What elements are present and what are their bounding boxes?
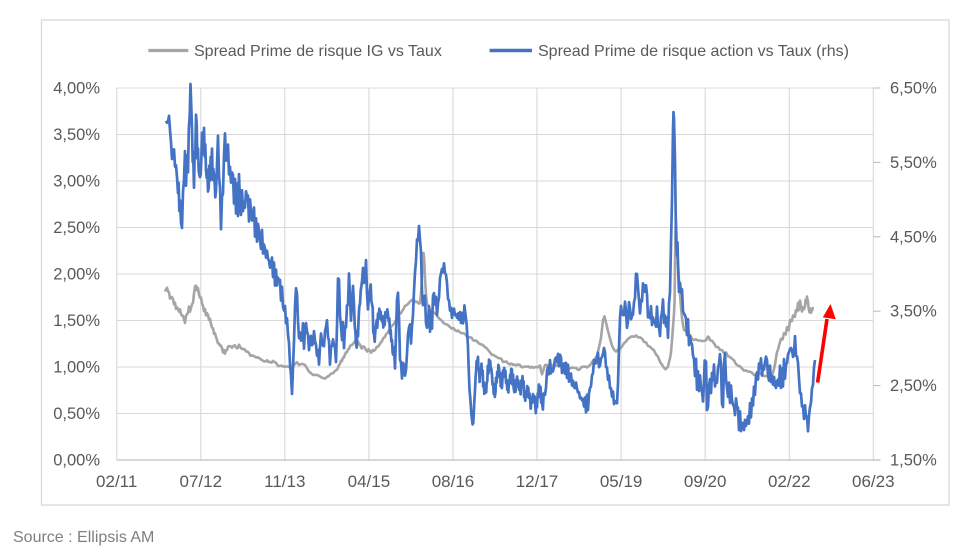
svg-text:0,00%: 0,00% [53,452,100,470]
svg-text:Source : Ellipsis AM: Source : Ellipsis AM [13,529,154,546]
svg-text:09/20: 09/20 [684,472,727,491]
svg-text:02/22: 02/22 [768,472,811,491]
svg-text:2,00%: 2,00% [53,266,100,284]
svg-text:07/12: 07/12 [180,472,223,491]
svg-text:4,50%: 4,50% [890,228,937,246]
svg-text:4,00%: 4,00% [53,80,100,98]
svg-text:5,50%: 5,50% [890,154,937,172]
svg-text:2,50%: 2,50% [53,219,100,237]
svg-text:02/11: 02/11 [96,472,137,491]
svg-text:Spread Prime de risque action: Spread Prime de risque action vs Taux (r… [538,43,849,60]
svg-text:08/16: 08/16 [432,472,475,491]
svg-text:1,50%: 1,50% [53,312,100,330]
svg-text:3,50%: 3,50% [890,303,937,321]
svg-text:04/15: 04/15 [348,472,391,491]
svg-text:3,50%: 3,50% [53,126,100,144]
svg-text:2,50%: 2,50% [890,377,937,395]
svg-text:05/19: 05/19 [600,472,643,491]
svg-text:06/23: 06/23 [852,472,895,491]
svg-text:12/17: 12/17 [516,472,559,491]
svg-text:11/13: 11/13 [264,472,305,491]
svg-text:6,50%: 6,50% [890,80,937,98]
svg-text:1,00%: 1,00% [53,359,100,377]
svg-text:3,00%: 3,00% [53,173,100,191]
svg-text:Spread Prime de risque IG vs T: Spread Prime de risque IG vs Taux [194,43,442,60]
svg-text:0,50%: 0,50% [53,405,100,423]
svg-text:1,50%: 1,50% [890,452,937,470]
